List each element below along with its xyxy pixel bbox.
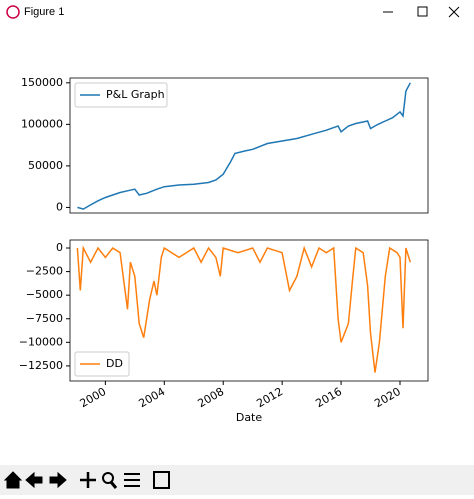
window-title: Figure 1	[24, 6, 64, 18]
legend-label: P&L Graph	[106, 88, 165, 101]
x-tick-label: 2000	[78, 385, 109, 410]
data-line	[76, 245, 412, 373]
x-axis-label: Date	[236, 411, 263, 424]
zoom-button[interactable]	[102, 472, 114, 484]
data-line	[77, 82, 411, 210]
title-bar	[0, 0, 474, 30]
forward-button[interactable]	[49, 471, 67, 489]
axes-frame	[69, 239, 429, 382]
y-tick-label: −10000	[19, 335, 63, 348]
axes-frame	[69, 77, 429, 214]
y-tick-label: 50000	[28, 159, 63, 172]
y-tick-label: −7500	[26, 312, 63, 325]
x-tick-label: 2012	[254, 385, 285, 410]
legend-box	[74, 82, 168, 108]
y-tick-label: 150000	[21, 76, 63, 89]
y-tick-label: 0	[56, 200, 63, 213]
legend-label: DD	[106, 357, 123, 370]
pan-button[interactable]	[80, 472, 96, 488]
y-tick-label: −2500	[26, 265, 63, 278]
save-button[interactable]	[153, 471, 170, 489]
home-button[interactable]	[3, 471, 23, 489]
configure-button[interactable]	[124, 473, 140, 487]
toolbar	[0, 465, 474, 495]
x-tick-label: 2004	[137, 385, 168, 410]
back-button[interactable]	[25, 471, 43, 489]
y-tick-label: 0	[56, 241, 63, 254]
toolbar-icons	[3, 471, 170, 489]
y-tick-label: −12500	[19, 359, 63, 372]
x-tick-label: 2020	[372, 385, 403, 410]
close-button[interactable]	[448, 6, 460, 18]
x-tick-label: 2008	[195, 385, 226, 410]
app-icon	[6, 5, 20, 19]
maximize-button[interactable]	[417, 6, 428, 17]
y-tick-label: 100000	[21, 117, 63, 130]
x-tick-label: 2016	[313, 385, 344, 410]
y-tick-label: −5000	[26, 288, 63, 301]
legend-box	[74, 351, 130, 377]
